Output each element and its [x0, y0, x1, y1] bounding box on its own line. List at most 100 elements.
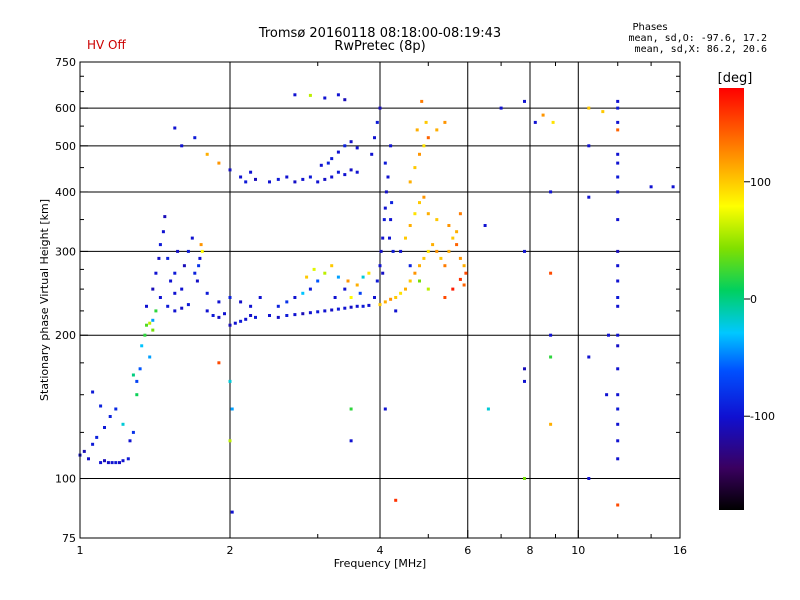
data-point	[154, 271, 158, 275]
data-point	[103, 426, 106, 429]
data-point	[587, 195, 591, 199]
data-point	[239, 175, 243, 179]
data-point	[426, 136, 430, 140]
data-point	[462, 264, 466, 268]
data-point	[190, 236, 194, 240]
data-point	[455, 243, 459, 247]
data-point	[173, 309, 177, 313]
data-point	[254, 315, 257, 319]
data-point	[217, 300, 221, 304]
data-point	[143, 333, 147, 337]
data-point	[336, 93, 340, 97]
data-point	[499, 106, 503, 110]
data-point	[173, 126, 177, 130]
data-point	[293, 93, 297, 97]
data-point	[383, 161, 387, 165]
data-point	[616, 161, 620, 165]
data-point	[308, 93, 312, 97]
data-point	[616, 128, 620, 132]
data-point	[128, 439, 132, 443]
data-point	[379, 249, 383, 253]
data-point	[383, 407, 387, 411]
data-point	[217, 361, 221, 365]
data-point	[301, 291, 305, 295]
data-point	[587, 355, 591, 359]
data-point	[367, 271, 371, 275]
data-point	[391, 249, 395, 253]
data-point	[82, 449, 86, 453]
data-point	[408, 180, 412, 184]
data-point	[447, 224, 451, 227]
data-point	[422, 256, 426, 260]
data-point	[373, 296, 376, 299]
data-point	[541, 113, 545, 117]
data-point	[435, 128, 439, 132]
x-tick-label: 1	[77, 544, 84, 557]
data-point	[198, 256, 202, 260]
data-point	[616, 457, 620, 461]
data-point	[443, 264, 447, 268]
data-point	[228, 439, 232, 443]
data-point	[173, 291, 177, 295]
data-point	[431, 243, 435, 247]
data-point	[616, 152, 620, 156]
data-point	[182, 264, 186, 268]
data-point	[158, 243, 162, 247]
data-point	[293, 313, 297, 317]
data-point	[483, 224, 487, 227]
x-tick-label: 16	[673, 544, 687, 557]
data-point	[333, 296, 337, 299]
data-point	[413, 166, 417, 170]
data-point	[230, 407, 234, 411]
data-point	[316, 180, 320, 184]
colorbar-tick-label: 100	[750, 176, 771, 189]
data-point	[336, 307, 340, 311]
data-point	[343, 287, 347, 291]
data-point	[95, 435, 99, 439]
data-point	[420, 99, 424, 103]
data-point	[158, 296, 162, 299]
data-point	[458, 212, 462, 216]
data-point	[616, 344, 620, 348]
data-point	[228, 379, 232, 383]
data-point	[605, 393, 609, 397]
data-point	[616, 367, 620, 371]
data-point	[200, 249, 204, 253]
data-point	[361, 275, 365, 279]
y-axis-label: Stationary phase Virtual Height [km]	[38, 199, 51, 401]
y-axis: 75 100 200 300 400 500 600 750	[55, 56, 680, 545]
data-point	[217, 315, 221, 319]
data-point	[418, 264, 421, 268]
colorbar-tick-label: -100	[750, 410, 775, 423]
data-point	[343, 98, 347, 102]
data-point	[186, 303, 190, 307]
data-point	[394, 296, 398, 299]
data-point	[336, 150, 340, 154]
data-point	[135, 393, 139, 397]
data-point	[462, 283, 466, 287]
data-point	[616, 296, 620, 299]
data-point	[254, 177, 257, 181]
data-point	[285, 300, 289, 304]
data-point	[121, 459, 125, 463]
data-point	[323, 309, 327, 313]
data-point	[233, 321, 237, 325]
data-point	[140, 344, 144, 348]
data-point	[458, 256, 462, 260]
data-point	[523, 367, 526, 371]
data-point	[424, 120, 428, 124]
data-point	[383, 206, 387, 210]
data-points	[78, 93, 675, 514]
data-point	[276, 315, 280, 319]
data-point	[549, 271, 553, 275]
data-point	[268, 180, 271, 184]
data-point	[118, 461, 121, 465]
data-point	[145, 304, 148, 308]
data-point	[616, 439, 620, 443]
data-point	[176, 249, 180, 253]
data-point	[378, 303, 382, 307]
data-point	[308, 311, 312, 315]
data-point	[349, 296, 353, 299]
